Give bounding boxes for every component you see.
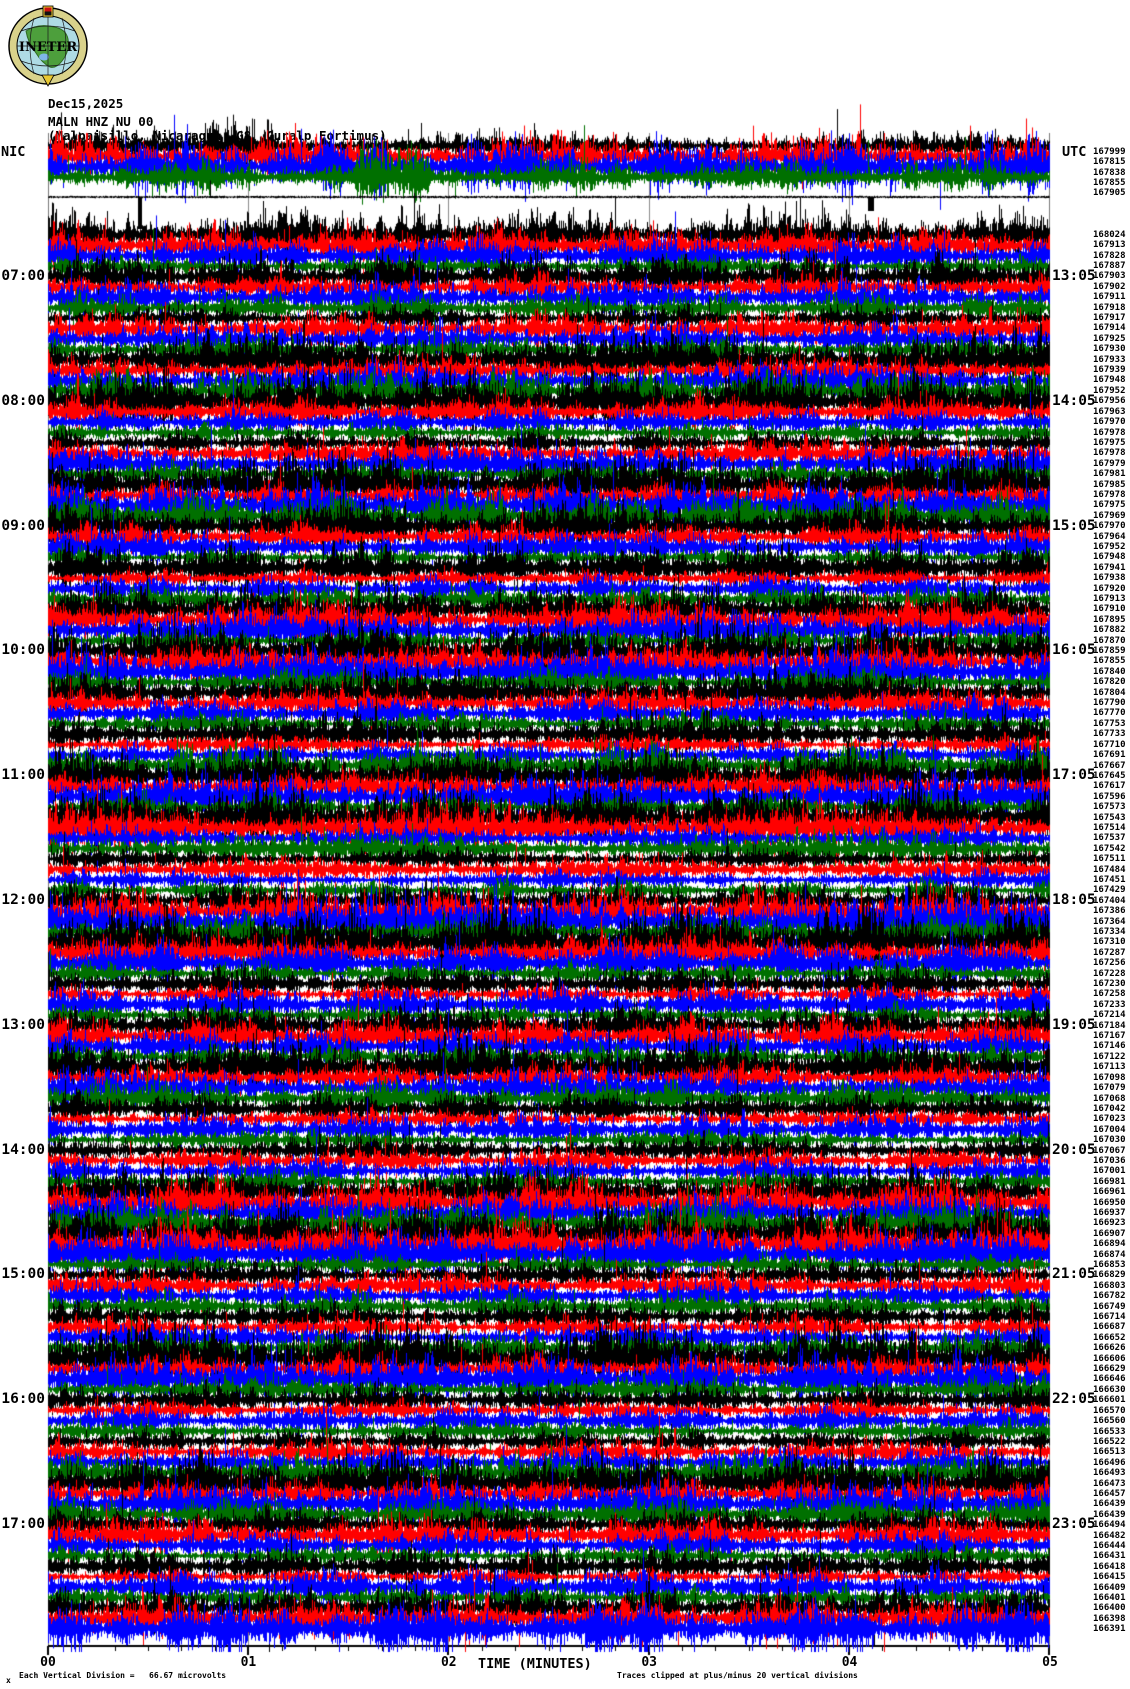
x-tick-label: 01 <box>240 1655 257 1670</box>
logo-flag-black <box>44 11 52 16</box>
trace-values-main: 168024 167913 167828 167887 167903 16790… <box>1093 229 1126 1635</box>
date-label: Dec15,2025 <box>48 96 124 111</box>
logo-nicaragua-map <box>25 25 69 68</box>
vertical-division-note: Each Vertical Division = 66.67 microvolt… <box>19 1671 227 1680</box>
x-tick-label: 02 <box>440 1655 457 1670</box>
x-tick-label: 03 <box>641 1655 657 1670</box>
logo-text: INETER <box>19 40 77 55</box>
corner-mark: x <box>6 1676 11 1685</box>
x-axis-tick-labels: 00 01 02 03 04 05 <box>35 1655 1063 1670</box>
logo-pin <box>41 74 55 87</box>
local-timezone-label: NIC <box>1 144 26 160</box>
logo-lake <box>39 53 49 61</box>
utc-hour-labels: 13:05 14:05 15:05 16:05 17:05 18:05 19:0… <box>1052 268 1096 1532</box>
clip-note: Traces clipped at plus/minus 20 vertical… <box>617 1671 858 1680</box>
x-axis-title: TIME (MINUTES) <box>478 1656 592 1672</box>
trace-values-top-block: 167999 167815 167838 167855 167905 <box>1093 146 1126 199</box>
utc-label: UTC <box>1062 144 1087 160</box>
station-label: MALN HNZ NU 00 <box>48 114 154 129</box>
x-tick-label: 00 <box>40 1655 56 1670</box>
ineter-logo: INETER <box>8 5 88 87</box>
x-tick-label: 04 <box>841 1655 858 1670</box>
x-tick-label: 05 <box>1042 1655 1058 1670</box>
local-hour-labels: 07:00 08:00 09:00 10:00 11:00 12:00 13:0… <box>1 268 45 1532</box>
logo-flag-red <box>44 7 52 12</box>
logo-graticule <box>17 16 79 76</box>
